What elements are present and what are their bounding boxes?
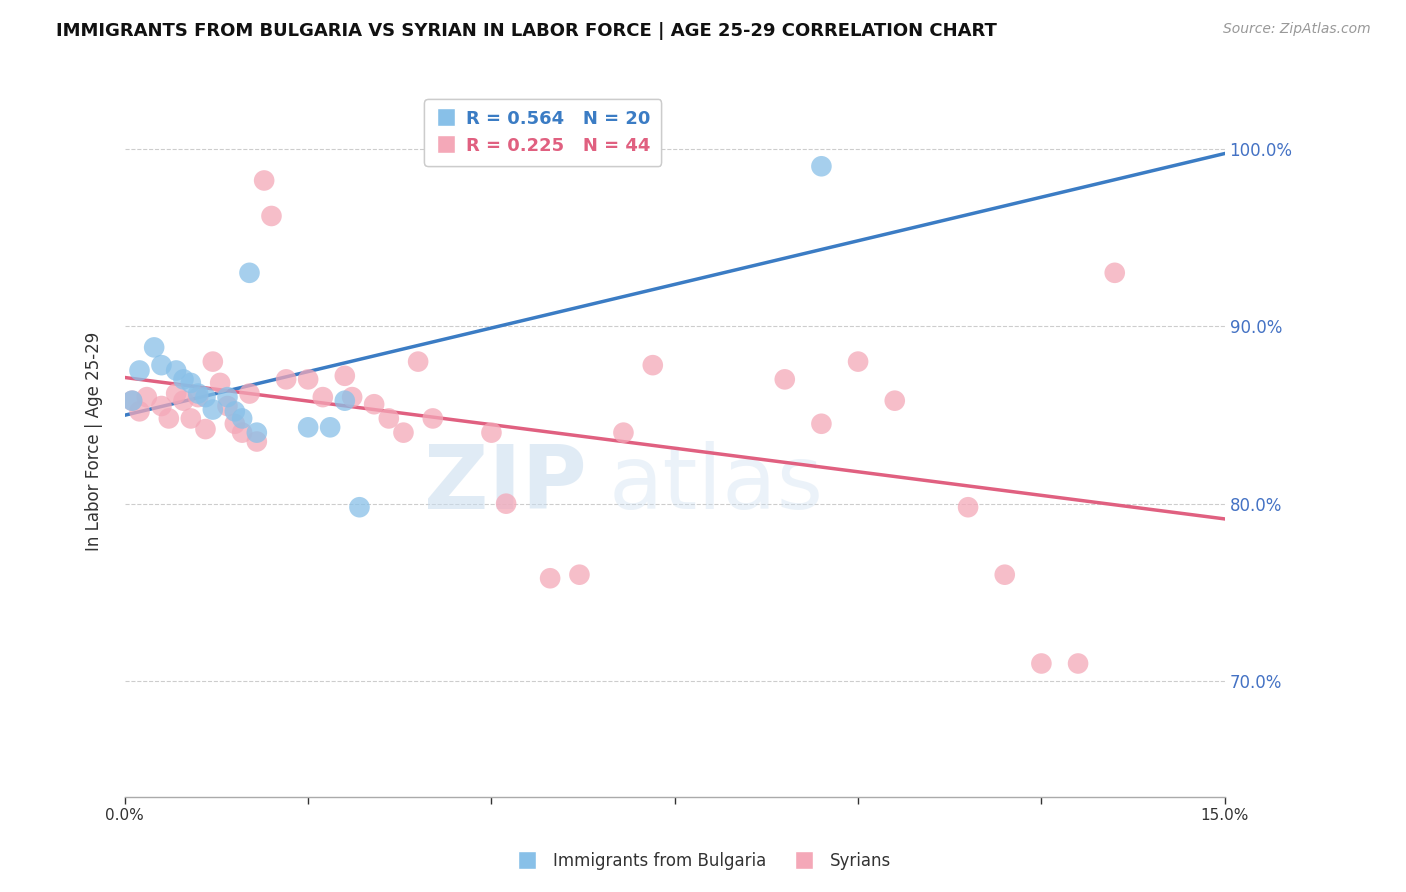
Point — [173, 372, 195, 386]
Text: Source: ZipAtlas.com: Source: ZipAtlas.com — [1223, 22, 1371, 37]
Point — [276, 372, 298, 386]
Point — [297, 372, 319, 386]
Point — [392, 425, 415, 440]
Point — [150, 358, 173, 372]
Point — [406, 354, 429, 368]
Point — [378, 411, 401, 425]
Point — [143, 340, 166, 354]
Point — [121, 393, 143, 408]
Point — [810, 417, 832, 431]
Point — [773, 372, 796, 386]
Point — [150, 399, 173, 413]
Point — [194, 422, 217, 436]
Point — [641, 358, 664, 372]
Point — [253, 173, 276, 187]
Point — [883, 393, 905, 408]
Point — [165, 363, 187, 377]
Point — [1104, 266, 1126, 280]
Point — [231, 411, 253, 425]
Point — [246, 434, 269, 449]
Point — [173, 393, 195, 408]
Point — [319, 420, 342, 434]
Point — [180, 411, 202, 425]
Point — [846, 354, 869, 368]
Point — [340, 390, 363, 404]
Point — [135, 390, 157, 404]
Point — [217, 390, 239, 404]
Point — [238, 266, 260, 280]
Text: IMMIGRANTS FROM BULGARIA VS SYRIAN IN LABOR FORCE | AGE 25-29 CORRELATION CHART: IMMIGRANTS FROM BULGARIA VS SYRIAN IN LA… — [56, 22, 997, 40]
Point — [957, 500, 980, 515]
Point — [349, 500, 371, 515]
Point — [217, 399, 239, 413]
Point — [209, 376, 232, 390]
Point — [231, 425, 253, 440]
Point — [1067, 657, 1090, 671]
Point — [363, 397, 385, 411]
Point — [568, 567, 591, 582]
Legend: R = 0.564   N = 20, R = 0.225   N = 44: R = 0.564 N = 20, R = 0.225 N = 44 — [425, 99, 661, 166]
Point — [238, 386, 260, 401]
Point — [422, 411, 444, 425]
Point — [194, 390, 217, 404]
Point — [538, 571, 561, 585]
Point — [495, 497, 517, 511]
Point — [128, 363, 150, 377]
Point — [201, 354, 224, 368]
Point — [333, 393, 356, 408]
Point — [810, 159, 832, 173]
Point — [312, 390, 335, 404]
Point — [612, 425, 634, 440]
Point — [128, 404, 150, 418]
Point — [157, 411, 180, 425]
Point — [180, 376, 202, 390]
Point — [333, 368, 356, 383]
Point — [224, 404, 246, 418]
Point — [481, 425, 503, 440]
Point — [187, 390, 209, 404]
Point — [260, 209, 283, 223]
Point — [224, 417, 246, 431]
Text: atlas: atlas — [609, 441, 824, 528]
Y-axis label: In Labor Force | Age 25-29: In Labor Force | Age 25-29 — [86, 332, 103, 551]
Point — [1031, 657, 1053, 671]
Legend: Immigrants from Bulgaria, Syrians: Immigrants from Bulgaria, Syrians — [508, 846, 898, 877]
Point — [297, 420, 319, 434]
Point — [187, 386, 209, 401]
Point — [165, 386, 187, 401]
Text: ZIP: ZIP — [425, 441, 586, 528]
Point — [246, 425, 269, 440]
Point — [994, 567, 1017, 582]
Point — [121, 393, 143, 408]
Point — [201, 402, 224, 417]
